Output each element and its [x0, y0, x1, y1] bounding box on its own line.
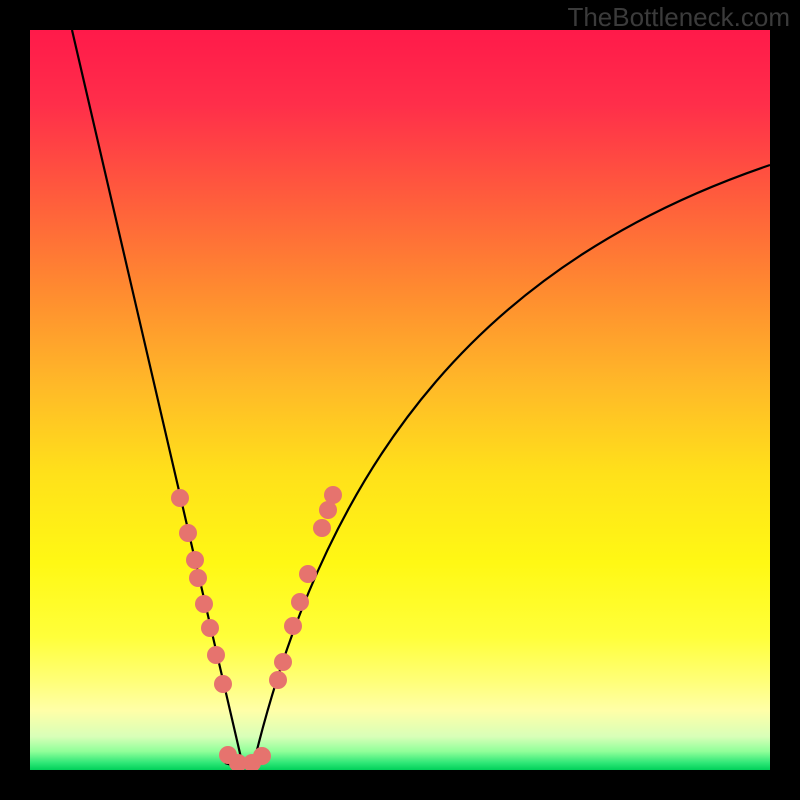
data-point-left	[207, 646, 225, 664]
data-point-left	[179, 524, 197, 542]
data-point-left	[201, 619, 219, 637]
data-point-right	[284, 617, 302, 635]
plot-area	[30, 30, 770, 770]
chart-frame: TheBottleneck.com	[0, 0, 800, 800]
data-point-left	[171, 489, 189, 507]
data-point-right	[291, 593, 309, 611]
data-point-right	[269, 671, 287, 689]
data-point-right	[324, 486, 342, 504]
right-curve	[254, 165, 770, 762]
data-point-right	[274, 653, 292, 671]
data-point-bottom	[253, 747, 271, 765]
data-point-right	[313, 519, 331, 537]
watermark-text: TheBottleneck.com	[567, 2, 790, 33]
data-point-left	[214, 675, 232, 693]
data-point-left	[195, 595, 213, 613]
data-point-right	[299, 565, 317, 583]
curve-layer	[30, 30, 770, 770]
data-point-left	[186, 551, 204, 569]
data-point-left	[189, 569, 207, 587]
